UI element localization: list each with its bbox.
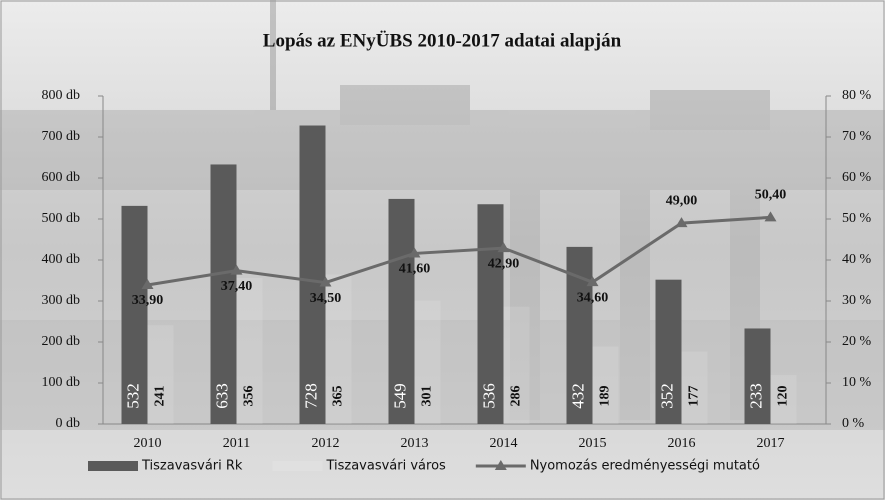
y-tick-label: 0 db [56, 416, 81, 431]
line-marker [408, 247, 421, 258]
line-marker [675, 217, 688, 228]
bar [503, 306, 530, 424]
bar-value-label: 120 [776, 386, 791, 407]
legend-marker [494, 460, 507, 470]
y2-tick-label: 40 % [842, 252, 872, 267]
x-tick-label: 2012 [312, 436, 340, 451]
bar [681, 351, 708, 424]
line-marker [764, 211, 777, 222]
y-tick-label: 400 db [42, 252, 81, 267]
y2-tick-label: 80 % [842, 88, 872, 103]
y-tick-label: 200 db [42, 334, 81, 349]
line-marker [497, 242, 510, 253]
x-tick-label: 2011 [223, 436, 250, 451]
legend-swatch [88, 461, 138, 471]
bar [655, 279, 682, 424]
y-tick-label: 300 db [42, 293, 81, 308]
bar-value-label: 301 [420, 386, 435, 407]
legend-label: Tiszavasvári Rk [141, 459, 243, 474]
x-tick-label: 2017 [757, 436, 785, 451]
line-marker [319, 276, 332, 287]
line-marker [141, 279, 154, 290]
line-value-label: 33,90 [132, 293, 164, 308]
bar-value-label: 356 [242, 386, 257, 407]
x-tick-label: 2015 [579, 436, 607, 451]
x-tick-label: 2016 [668, 436, 696, 451]
y2-tick-label: 20 % [842, 334, 872, 349]
bar [121, 205, 148, 424]
bar-value-label: 536 [479, 383, 498, 409]
y-tick-label: 700 db [42, 129, 81, 144]
bar [299, 125, 326, 425]
bar [414, 300, 441, 424]
y2-tick-label: 30 % [842, 293, 872, 308]
bar [325, 274, 352, 424]
bar [388, 198, 415, 424]
line-value-label: 34,60 [577, 290, 609, 305]
line-marker [230, 264, 243, 275]
bar [477, 204, 504, 424]
bar-value-label: 549 [390, 383, 409, 409]
x-tick-label: 2010 [134, 436, 162, 451]
y-tick-label: 800 db [42, 88, 81, 103]
bar-value-label: 352 [657, 383, 676, 409]
bar-value-label: 365 [331, 386, 346, 407]
line-value-label: 42,90 [488, 256, 520, 271]
y-tick-label: 600 db [42, 170, 81, 185]
x-tick-label: 2014 [490, 436, 518, 451]
chart-title: Lopás az ENyÜBS 2010-2017 adatai alapján [263, 30, 622, 51]
y2-tick-label: 0 % [842, 416, 865, 431]
line-value-label: 49,00 [666, 193, 698, 208]
bar [236, 278, 263, 424]
y2-tick-label: 10 % [842, 375, 872, 390]
bar-value-label: 728 [301, 383, 320, 409]
y2-tick-label: 70 % [842, 129, 872, 144]
bar-value-label: 633 [212, 383, 231, 409]
bar [744, 328, 771, 424]
bar [147, 325, 174, 424]
line-marker [586, 276, 599, 287]
bar-value-label: 233 [746, 383, 765, 409]
y2-tick-label: 50 % [842, 211, 872, 226]
bar-value-label: 177 [687, 386, 702, 407]
y-tick-label: 100 db [42, 375, 81, 390]
bar-value-label: 241 [153, 386, 168, 407]
legend-swatch [272, 461, 323, 471]
line-value-label: 34,50 [310, 291, 342, 306]
bar-value-label: 432 [568, 383, 587, 409]
line-value-label: 41,60 [399, 262, 431, 277]
legend-label: Tiszavasvári város [325, 459, 446, 474]
y2-tick-label: 60 % [842, 170, 872, 185]
legend-label: Nyomozás eredményességi mutató [530, 459, 760, 474]
bar [210, 164, 237, 424]
bar-value-label: 189 [598, 386, 613, 407]
bar [770, 374, 797, 424]
line-value-label: 37,40 [221, 279, 253, 294]
bar [592, 346, 619, 424]
bar-value-label: 532 [123, 383, 142, 409]
line [147, 215, 771, 287]
y-tick-label: 500 db [42, 211, 81, 226]
line-value-label: 50,40 [755, 188, 787, 203]
x-tick-label: 2013 [401, 436, 429, 451]
bar-value-label: 286 [509, 386, 524, 407]
